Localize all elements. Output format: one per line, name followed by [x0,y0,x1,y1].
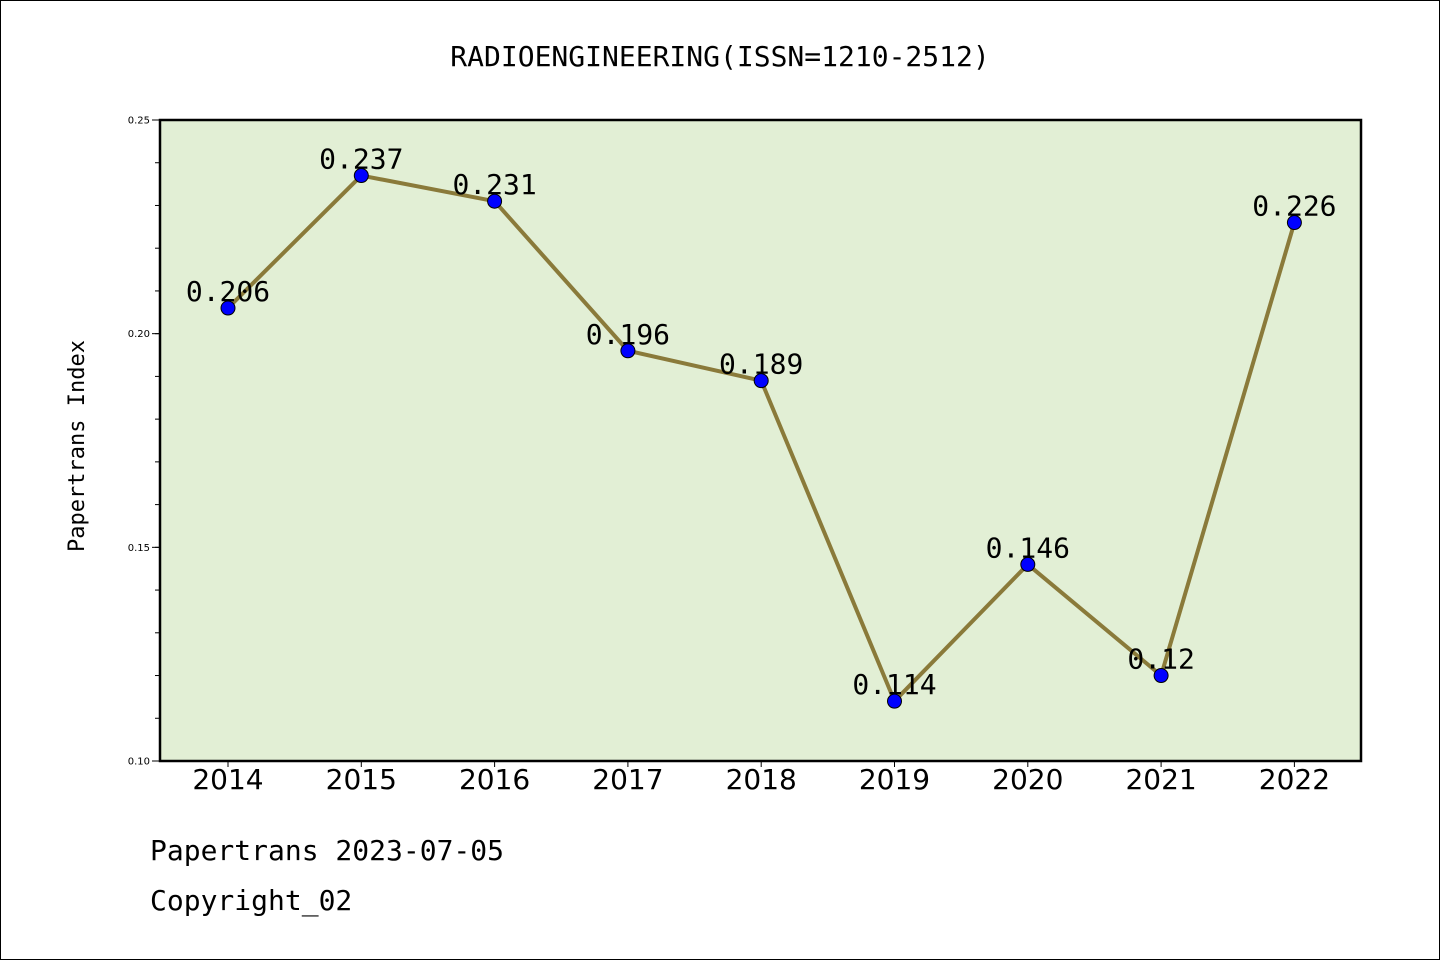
plot-area [158,118,1363,763]
data-point [887,693,902,709]
data-label: 0.146 [986,531,1070,564]
x-tick-label: 2022 [1259,763,1330,796]
x-tick-label: 2015 [326,763,397,796]
x-tick-label: 2018 [726,763,797,796]
data-points [220,168,1302,709]
x-tick-label: 2020 [992,763,1063,796]
footer-source: Papertrans 2023-07-05 [150,834,505,867]
x-tick-label: 2014 [192,763,263,796]
y-tick-label: 0.15 [128,543,150,554]
data-label: 0.196 [586,318,670,351]
data-label: 0.226 [1252,190,1336,223]
footer-copyright: Copyright_02 [150,884,353,917]
axis-ticks: 0.10 0.15 0.20 0.25 2014 2015 2016 2017 2018 2019… [128,116,1330,797]
y-tick-label: 0.25 [128,116,150,127]
data-point [1153,668,1169,684]
data-label: 0.12 [1127,643,1194,676]
data-label: 0.237 [319,143,403,176]
data-point [220,300,236,316]
y-tick-label: 0.20 [128,329,150,340]
data-label: 0.206 [186,275,270,308]
data-label: 0.231 [452,168,536,201]
data-labels: 0.206 0.237 0.231 0.196 0.189 0.114 0.146 0.12 0… [186,143,1337,702]
y-tick-label: 0.10 [128,757,150,768]
x-tick-label: 2016 [459,763,530,796]
data-point [620,343,636,359]
data-label: 0.114 [852,668,936,701]
data-point [753,373,769,389]
y-axis-label: Papertrans Index [65,340,90,552]
data-point [353,168,369,184]
data-point [1020,556,1036,572]
chart-title: RADIOENGINEERING(ISSN=1210-2512) [450,40,989,73]
data-point [487,193,503,209]
x-tick-label: 2017 [592,763,663,796]
x-tick-label: 2019 [859,763,930,796]
data-label: 0.189 [719,348,803,381]
x-tick-label: 2021 [1125,763,1196,796]
data-point [1286,215,1302,231]
